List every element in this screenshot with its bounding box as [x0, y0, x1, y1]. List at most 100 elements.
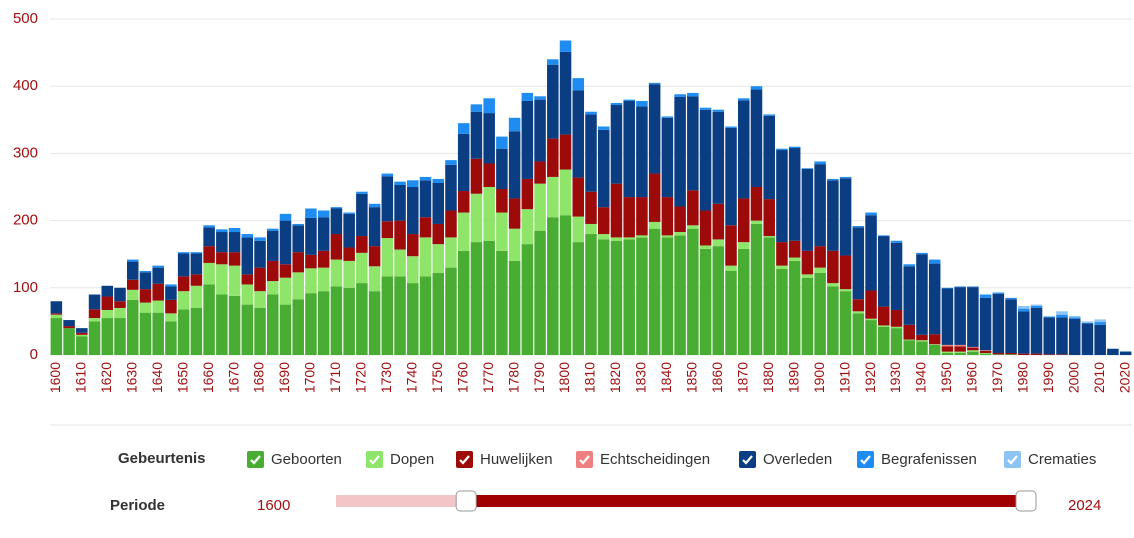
bar-segment — [356, 283, 368, 355]
legend-label[interactable]: Huwelijken — [480, 451, 553, 468]
slider-handle[interactable] — [455, 490, 477, 512]
legend-checkbox[interactable] — [247, 451, 264, 468]
x-tick-label: 1760 — [454, 362, 470, 393]
bar-segment — [101, 296, 114, 310]
bar-segment — [827, 286, 839, 355]
bar-segment — [712, 239, 725, 247]
bar-segment — [941, 351, 954, 353]
x-tick-label: 1880 — [760, 362, 776, 393]
bar-segment — [254, 291, 266, 308]
bar-segment — [394, 220, 406, 250]
bar-segment — [88, 294, 101, 310]
bar-segment — [407, 187, 419, 235]
bar-segment — [992, 352, 1005, 355]
x-tick-label: 1800 — [556, 362, 572, 393]
bar-segment — [114, 301, 126, 308]
bar-segment — [139, 289, 152, 303]
y-tick-label: 500 — [13, 10, 38, 27]
bar-segment — [763, 199, 775, 237]
x-tick-label: 1830 — [633, 362, 649, 393]
bar-segment — [750, 187, 763, 221]
slider-handle[interactable] — [1015, 490, 1037, 512]
bar-segment — [126, 259, 139, 262]
legend-check — [369, 455, 380, 465]
bar-segment — [903, 340, 915, 355]
legend-checkbox[interactable] — [366, 451, 383, 468]
bar-segment — [648, 84, 661, 174]
bar-segment — [674, 235, 686, 355]
bar-segment — [330, 208, 343, 235]
x-tick-label: 1640 — [149, 362, 165, 393]
legend-label[interactable]: Geboorten — [271, 451, 342, 468]
legend-checkbox[interactable] — [456, 451, 473, 468]
bar-segment — [750, 220, 763, 224]
bar-segment — [50, 314, 63, 319]
bar-segment — [496, 136, 508, 149]
bar-segment — [928, 334, 941, 345]
legend-label[interactable]: Overleden — [763, 451, 832, 468]
bar-segment — [878, 236, 890, 307]
bar-segment — [228, 295, 241, 355]
x-tick-label: 1750 — [429, 362, 445, 393]
bar-segment — [750, 89, 763, 187]
bar-segment — [827, 180, 839, 251]
bar-segment — [699, 248, 712, 355]
bar-segment — [241, 304, 254, 355]
legend-checkbox[interactable] — [1004, 451, 1021, 468]
legend-checkbox[interactable] — [739, 451, 756, 468]
bar-segment — [890, 242, 903, 310]
bar-segment — [610, 183, 623, 238]
bar-segment — [470, 193, 483, 243]
bar-segment — [139, 302, 152, 313]
bar-segment — [1043, 354, 1056, 355]
bar-segment — [381, 173, 394, 177]
bar-segment — [763, 114, 775, 116]
bar-segment — [865, 212, 877, 216]
legend-checkbox[interactable] — [857, 451, 874, 468]
bar-segment — [1030, 353, 1043, 355]
x-tick-label: 1980 — [1015, 362, 1031, 393]
bar-segment — [725, 271, 737, 355]
bar-segment — [76, 328, 88, 333]
bar-segment — [547, 138, 559, 177]
bar-segment — [992, 293, 1005, 353]
legend-label[interactable]: Crematies — [1028, 451, 1096, 468]
bar-segment — [407, 180, 419, 187]
bar-segment — [228, 265, 241, 296]
bar-segment — [419, 217, 432, 238]
bar-segment — [776, 148, 788, 151]
bar-segment — [279, 264, 292, 278]
legend-checkbox[interactable] — [576, 451, 593, 468]
x-tick-label: 1790 — [531, 362, 547, 393]
bar-segment — [317, 250, 330, 268]
bar-segment — [152, 283, 164, 301]
legend-check — [860, 455, 871, 465]
bar-segment — [623, 197, 635, 238]
bar-segment — [139, 272, 152, 290]
bar-segment — [597, 129, 610, 208]
bar-segment — [101, 309, 114, 319]
bar-segment — [445, 210, 457, 238]
bar-segment — [432, 223, 445, 245]
bar-segment — [699, 109, 712, 211]
bar-segment — [1107, 348, 1119, 355]
bar-segment — [712, 111, 725, 204]
bar-segment — [967, 351, 979, 355]
bar-segment — [623, 100, 635, 198]
x-tick-label: 1710 — [327, 362, 343, 393]
x-tick-label: 1940 — [913, 362, 929, 393]
bar-segment — [241, 234, 254, 238]
bar-segment — [508, 228, 521, 261]
bar-segment — [687, 190, 699, 226]
bar-segment — [878, 235, 890, 237]
bar-segment — [496, 189, 508, 213]
bar-segment — [928, 344, 941, 345]
x-tick-label: 1810 — [582, 362, 598, 393]
bar-segment — [50, 313, 63, 315]
legend-label[interactable]: Echtscheidingen — [600, 451, 710, 468]
legend-label[interactable]: Dopen — [390, 451, 434, 468]
bar-segment — [903, 266, 915, 325]
legend-label[interactable]: Begrafenissen — [881, 451, 977, 468]
x-tick-label: 1920 — [862, 362, 878, 393]
bar-segment — [1107, 348, 1119, 349]
